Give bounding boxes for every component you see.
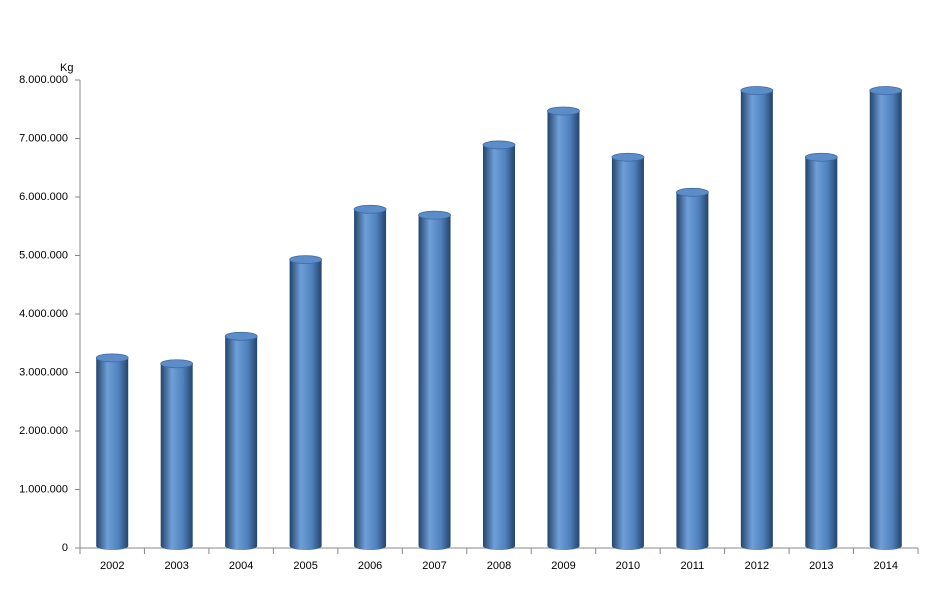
x-tick-label: 2012 [745, 560, 769, 572]
x-tick-label: 2002 [100, 560, 124, 572]
y-tick-label: 1.000.000 [19, 483, 68, 495]
bar-cap [224, 331, 258, 341]
bar [289, 259, 322, 546]
y-tick-label: 0 [62, 542, 68, 554]
bar-cap [547, 106, 580, 116]
bar [869, 90, 902, 546]
bar [740, 90, 773, 546]
x-tick-label: 2005 [293, 560, 317, 572]
y-tick-label: 6.000.000 [19, 191, 68, 203]
bar [547, 111, 580, 546]
y-tick-label: 2.000.000 [19, 425, 68, 437]
bar-cap [289, 255, 323, 264]
y-tick-label: 4.000.000 [19, 308, 68, 320]
y-axis-label: Kg [60, 62, 73, 74]
bar [96, 357, 129, 546]
bar [805, 157, 838, 546]
x-tick-label: 2009 [551, 560, 575, 572]
x-tick-label: 2010 [616, 560, 640, 572]
x-tick-label: 2013 [809, 560, 833, 572]
bar [225, 336, 258, 546]
bar [354, 209, 387, 546]
bar-cap [160, 359, 194, 369]
x-tick-label: 2004 [229, 560, 253, 572]
y-tick-label: 8.000.000 [19, 74, 68, 86]
bar [676, 192, 709, 546]
y-tick-label: 7.000.000 [19, 132, 68, 144]
x-tick-label: 2011 [681, 560, 705, 572]
bar-cap [611, 152, 645, 162]
bar-cap [353, 204, 387, 214]
bar [483, 144, 515, 546]
x-tick-label: 2014 [874, 560, 898, 572]
y-tick-label: 5.000.000 [19, 249, 68, 261]
bar-cap [675, 187, 709, 197]
x-tick-label: 2008 [487, 560, 511, 572]
bar [418, 215, 451, 546]
bar-cap [482, 140, 516, 150]
x-tick-label: 2006 [358, 560, 382, 572]
x-tick-label: 2007 [422, 560, 446, 572]
y-tick-label: 3.000.000 [19, 366, 68, 378]
bar-cap [95, 353, 129, 363]
bar [611, 157, 644, 546]
bar [160, 363, 193, 546]
bar-cap [804, 152, 838, 162]
bar-cap [418, 210, 451, 220]
bar-cap [869, 86, 903, 95]
x-tick-label: 2003 [164, 560, 188, 572]
bar-cap [740, 86, 774, 95]
